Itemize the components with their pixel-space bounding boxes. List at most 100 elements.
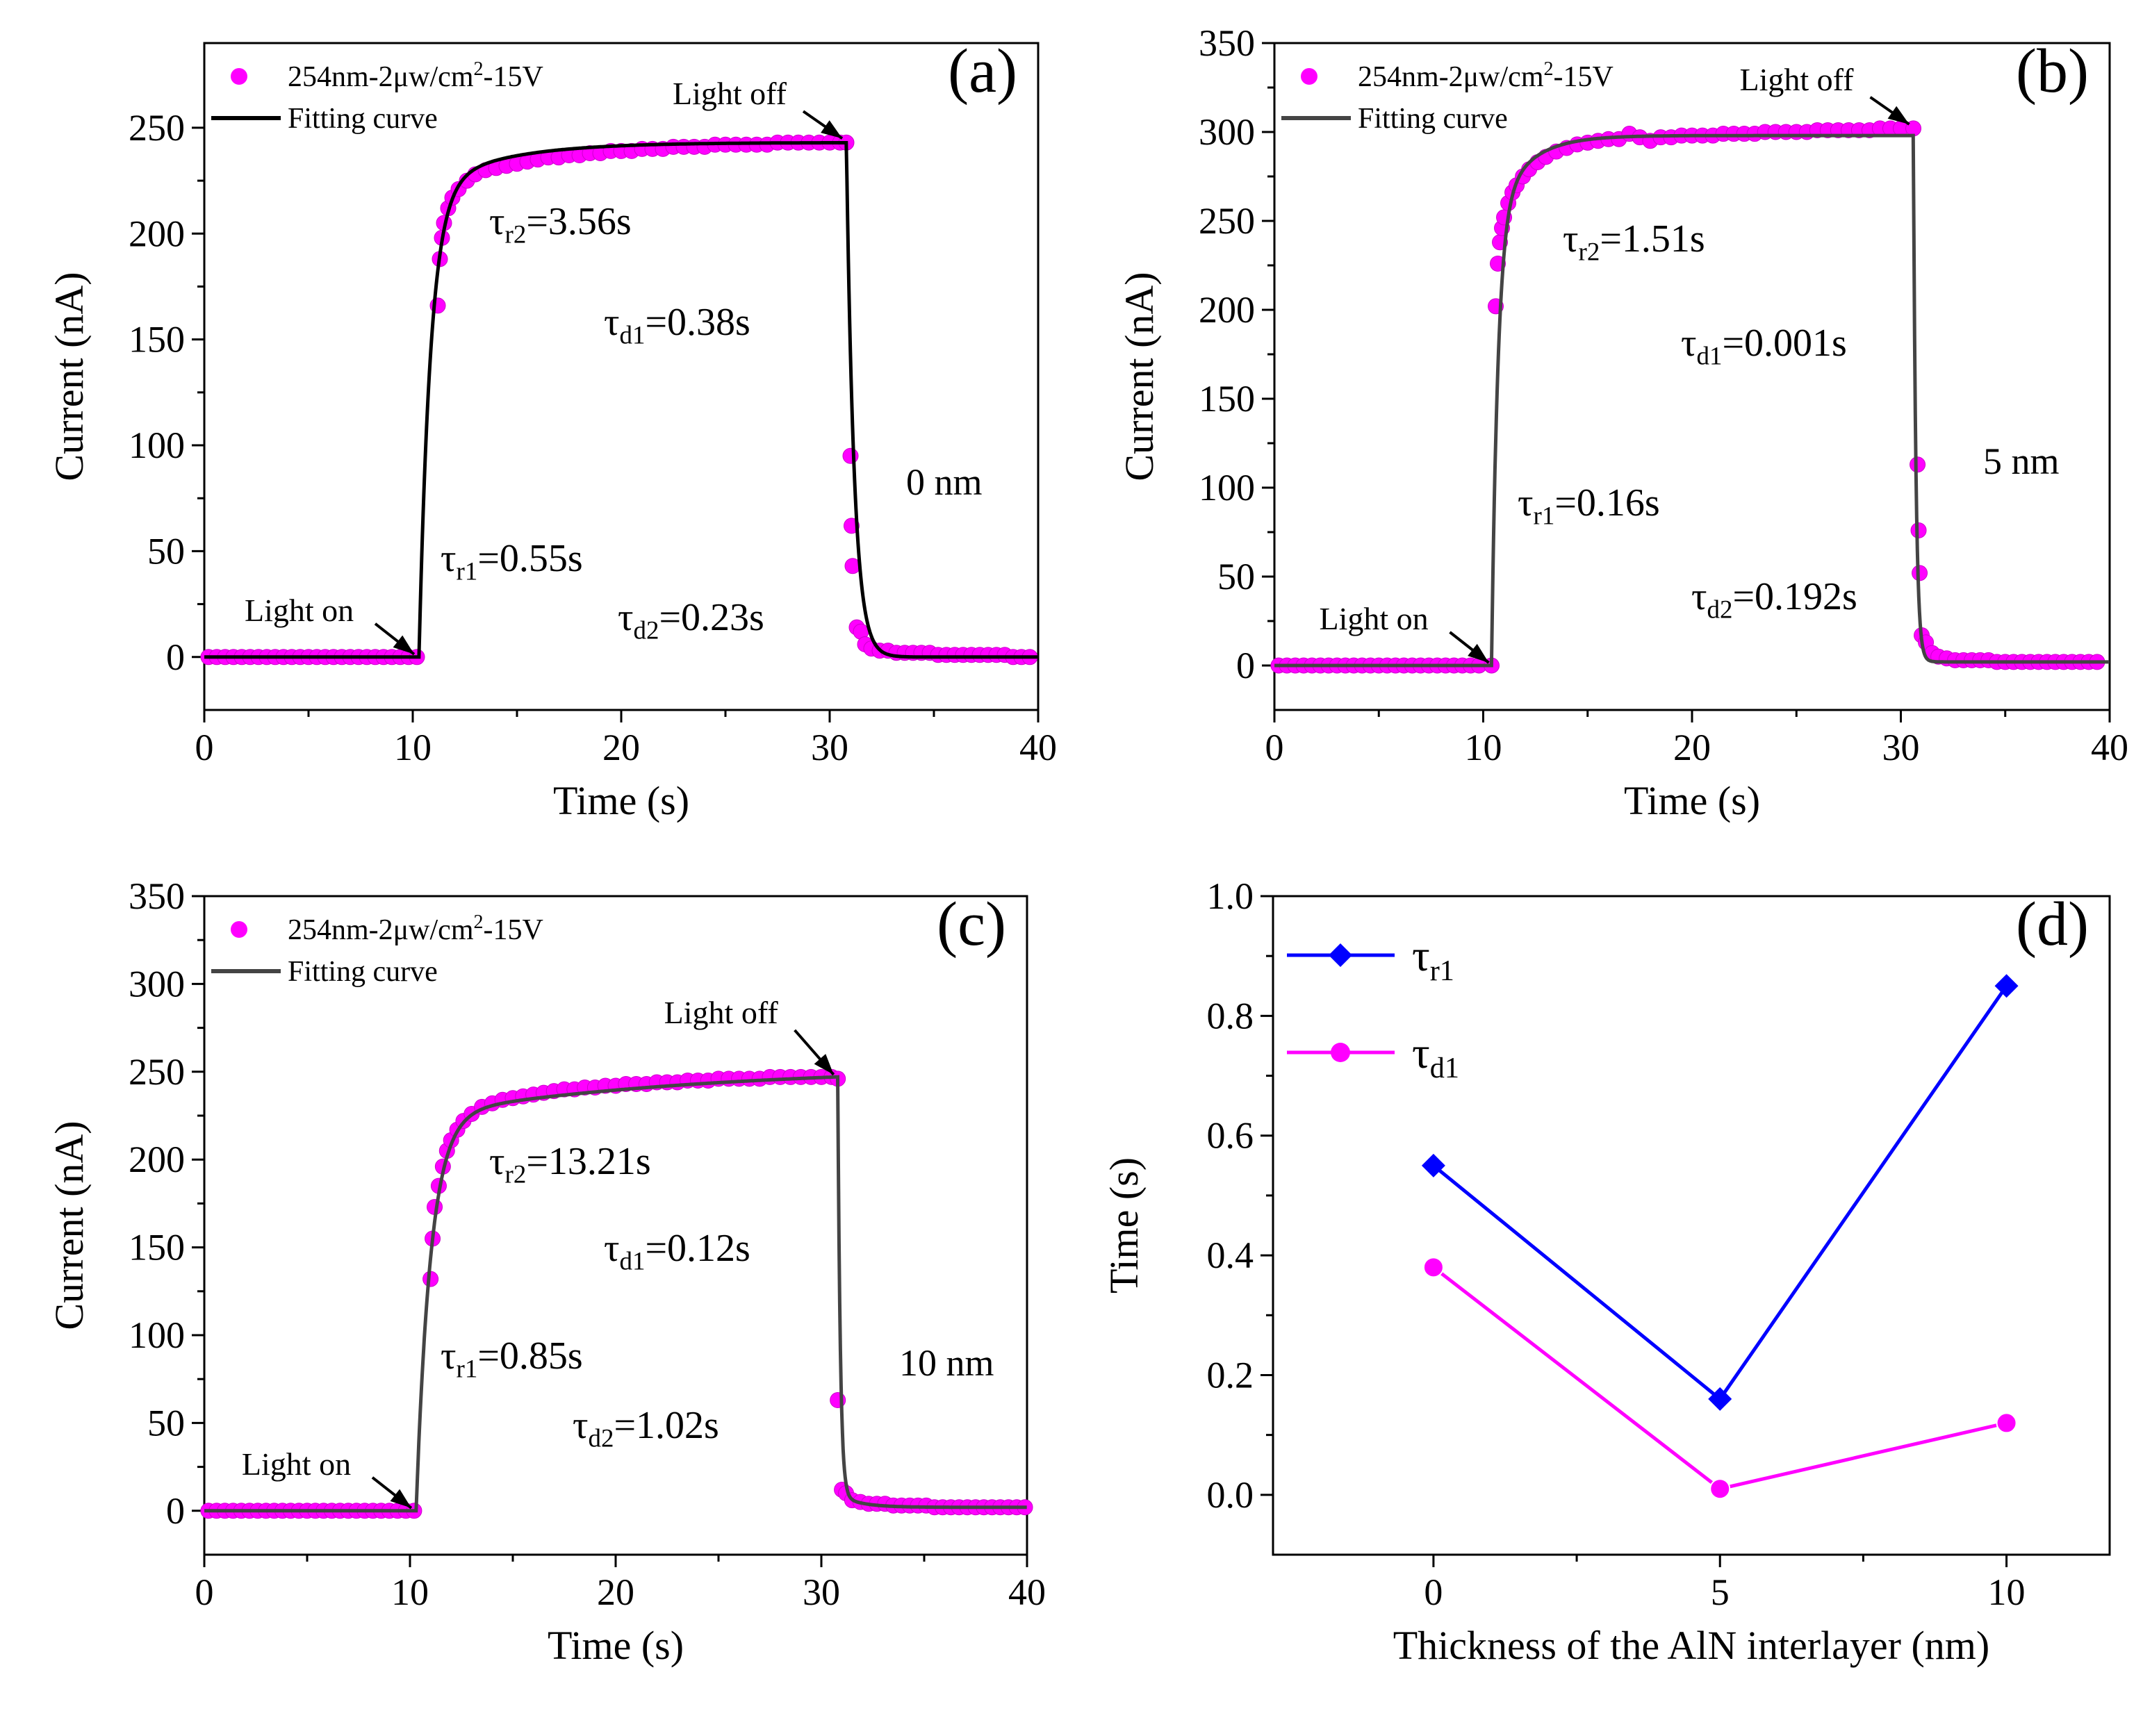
x-tick-label: 40	[1019, 727, 1057, 768]
light-off-arrow-head	[814, 1054, 834, 1075]
y-tick-label: 0.0	[1207, 1474, 1254, 1516]
y-tick-label: 300	[1199, 111, 1255, 153]
y-tick-label: 100	[1199, 467, 1255, 509]
tau-r1-annotation: τr1=0.85s	[441, 1334, 583, 1382]
panel-c: 0 10 20 30 40 0 50 100 150 200 250 300 350 Time (s) Cu…	[47, 875, 1046, 1668]
y-tick-label: 100	[129, 424, 185, 466]
y-tick-label: 200	[1199, 289, 1255, 331]
thickness-label: 10 nm	[899, 1342, 994, 1384]
light-on-arrow-head	[393, 635, 414, 654]
y-tick-label: 250	[1199, 200, 1255, 242]
panel-d: 0 5 10 0.0 0.2 0.4 0.6 0.8 1.0 Thickness of the A…	[1101, 875, 2111, 1668]
x-tick-label: 30	[811, 727, 848, 768]
y-tick-label: 350	[129, 875, 185, 917]
x-tick-label: 20	[597, 1571, 634, 1613]
fitting-curve	[1274, 133, 2110, 668]
legend-label: τr1	[1412, 931, 1454, 987]
legend-marker-scatter	[1301, 68, 1317, 85]
series-r1: τr1	[1287, 931, 2019, 1411]
light-on-arrow-head	[1468, 643, 1489, 663]
data-point	[1709, 1478, 1731, 1500]
light-on-label: Light on	[245, 593, 354, 628]
y-tick-label: 250	[129, 1051, 185, 1093]
tau-d2-annotation: τd2=0.23s	[618, 596, 764, 644]
tau-d1-annotation: τd1=0.001s	[1681, 322, 1847, 370]
x-tick-label: 0	[195, 1571, 214, 1613]
light-on-label: Light on	[1320, 601, 1429, 636]
tau-d2-annotation: τd2=0.192s	[1691, 575, 1857, 623]
y-axis-label: Current (nA)	[47, 272, 92, 481]
x-axis-label: Time (s)	[548, 1623, 684, 1668]
data-point	[1996, 1412, 2017, 1434]
x-axis-label: Time (s)	[553, 778, 689, 823]
x-tick-label: 10	[394, 727, 432, 768]
legend: 254nm-2μw/cm2-15V Fitting curve	[211, 911, 543, 988]
y-tick-label: 50	[147, 530, 185, 572]
light-off-arrow-head	[821, 120, 842, 139]
light-off-arrow-head	[1887, 106, 1910, 124]
x-axis-label: Time (s)	[1624, 778, 1760, 823]
y-tick-label: 150	[129, 1227, 185, 1268]
tau-r2-annotation: τr2=1.51s	[1563, 217, 1705, 265]
y-tick-label: 200	[129, 213, 185, 254]
y-tick-label: 200	[129, 1139, 185, 1180]
light-off-label: Light off	[673, 76, 787, 111]
x-tick-label: 10	[1465, 727, 1502, 768]
y-tick-label: 50	[147, 1402, 185, 1444]
fitting-curve	[204, 1075, 1027, 1513]
panel-label: (d)	[2016, 890, 2089, 959]
legend-marker	[1329, 943, 1352, 967]
y-axis-label: Current (nA)	[1117, 272, 1162, 481]
y-tick-label: 0.6	[1207, 1115, 1254, 1157]
x-tick-label: 20	[1673, 727, 1711, 768]
x-tick-label: 10	[391, 1571, 429, 1613]
panel-b: 0 10 20 30 40 0 50 100 150 200 250 300 350 Time (s) Cu…	[1117, 22, 2128, 823]
y-tick-label: 100	[129, 1314, 185, 1356]
data-point	[842, 447, 859, 464]
y-tick-label: 150	[1199, 378, 1255, 420]
x-tick-label: 40	[2091, 727, 2128, 768]
y-tick-label: 0	[166, 1490, 185, 1532]
y-tick-label: 0	[166, 636, 185, 678]
x-tick-label: 40	[1008, 1571, 1046, 1613]
legend-label: τd1	[1412, 1028, 1459, 1084]
tau-d1-annotation: τd1=0.12s	[604, 1227, 750, 1275]
tau-d1-annotation: τd1=0.38s	[604, 301, 750, 349]
x-tick-label: 20	[602, 727, 640, 768]
y-axis-label: Time (s)	[1101, 1157, 1147, 1293]
y-tick-label: 0.8	[1207, 995, 1254, 1036]
legend: 254nm-2μw/cm2-15V Fitting curve	[211, 58, 543, 135]
x-tick-label: 30	[1882, 727, 1920, 768]
x-tick-label: 0	[1265, 727, 1284, 768]
panel-label: (a)	[948, 37, 1017, 106]
y-tick-label: 150	[129, 319, 185, 361]
data-point	[1421, 1153, 1445, 1177]
legend-label-scatter: 254nm-2μw/cm2-15V	[288, 911, 543, 946]
y-tick-label: 350	[1199, 22, 1255, 64]
x-tick-label: 0	[195, 727, 214, 768]
series-line	[1432, 984, 2008, 1402]
light-on-arrow-head	[390, 1489, 411, 1508]
legend-marker	[1331, 1043, 1350, 1062]
data-point	[1422, 1257, 1444, 1278]
x-tick-label: 5	[1711, 1571, 1730, 1613]
tau-r2-annotation: τr2=3.56s	[489, 200, 632, 248]
light-off-label: Light off	[1740, 62, 1855, 97]
thickness-label: 0 nm	[906, 461, 983, 503]
legend-marker-scatter	[231, 921, 247, 938]
light-on-label: Light on	[242, 1446, 351, 1482]
legend-label-line: Fitting curve	[1358, 103, 1508, 135]
series-d1: τd1	[1287, 1028, 2017, 1500]
legend-label-line: Fitting curve	[288, 956, 438, 988]
data-point	[1708, 1387, 1732, 1411]
thickness-label: 5 nm	[1983, 440, 2060, 482]
x-axis-label: Thickness of the AlN interlayer (nm)	[1393, 1623, 1989, 1668]
legend-label-scatter: 254nm-2μw/cm2-15V	[1358, 58, 1614, 93]
data-point	[1994, 974, 2019, 998]
light-off-label: Light off	[664, 995, 779, 1030]
y-tick-label: 1.0	[1207, 875, 1254, 917]
series-line	[1432, 1266, 2007, 1491]
x-tick-label: 10	[1988, 1571, 2026, 1613]
y-tick-label: 0.4	[1207, 1234, 1254, 1276]
y-tick-label: 250	[129, 107, 185, 149]
